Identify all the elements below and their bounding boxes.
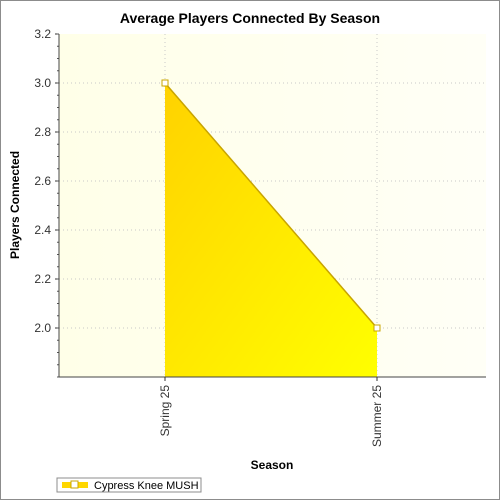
y-axis-label: Players Connected bbox=[8, 151, 22, 259]
x-tick-label: Spring 25 bbox=[158, 385, 172, 437]
data-point bbox=[373, 324, 381, 332]
axes: 2.0 2.2 2.4 2.6 2.8 3.0 3.2 Spring 25 Summer 25 bbox=[34, 27, 486, 447]
y-tick-label: 2.6 bbox=[34, 174, 51, 188]
chart-title: Average Players Connected By Season bbox=[120, 10, 380, 26]
legend-entry: Cypress Knee MUSH bbox=[94, 480, 199, 492]
series-line bbox=[164, 82, 378, 329]
y-tick-label: 3.2 bbox=[34, 27, 51, 41]
y-tick-label: 2.8 bbox=[34, 125, 51, 139]
area-fill bbox=[165, 83, 377, 377]
legend: Cypress Knee MUSH bbox=[56, 477, 202, 493]
legend-box bbox=[56, 477, 202, 493]
x-axis-label: Season bbox=[251, 458, 294, 472]
legend-marker bbox=[70, 480, 79, 489]
y-tick-label: 2.2 bbox=[34, 272, 51, 286]
series-layer bbox=[161, 79, 381, 377]
y-tick-label: 2.4 bbox=[34, 223, 51, 237]
y-tick-label: 3.0 bbox=[34, 76, 51, 90]
x-tick-label: Summer 25 bbox=[370, 385, 384, 447]
data-point bbox=[161, 79, 169, 87]
y-tick-label: 2.0 bbox=[34, 321, 51, 335]
